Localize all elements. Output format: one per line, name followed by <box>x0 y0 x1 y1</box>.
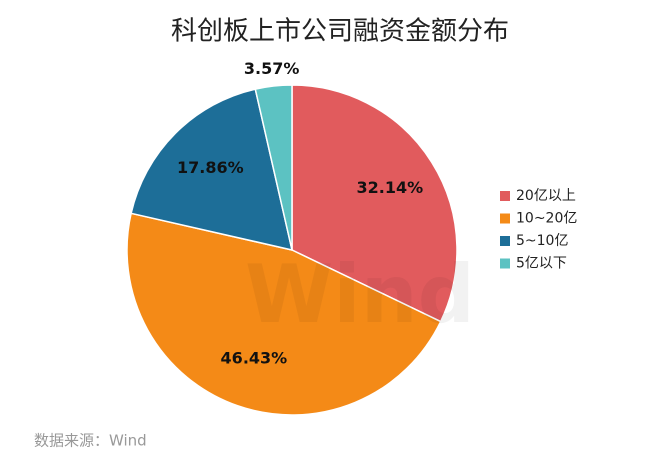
chart-title: 科创板上市公司融资金额分布 <box>171 17 509 47</box>
pie-slice <box>254 84 293 251</box>
pie-slice <box>291 84 458 323</box>
pie-slice <box>126 212 442 416</box>
source: 数据来源：Wind <box>34 432 147 450</box>
legend-swatch <box>500 191 510 201</box>
pie-slice <box>130 88 293 251</box>
legend-swatch <box>500 236 510 246</box>
data-label: 17.86% <box>177 158 244 177</box>
legend-label: 10~20亿 <box>516 211 577 227</box>
legend-swatch <box>500 258 510 269</box>
data-label: 3.57% <box>244 59 300 78</box>
watermark: Wind <box>245 248 475 341</box>
legend-label: 5~10亿 <box>516 233 568 249</box>
data-label: 46.43% <box>221 349 288 368</box>
legend-label: 5亿以下 <box>516 256 567 272</box>
data-label: 32.14% <box>356 178 423 197</box>
legend-label: 20亿以上 <box>516 188 576 204</box>
legend-swatch <box>500 213 510 224</box>
